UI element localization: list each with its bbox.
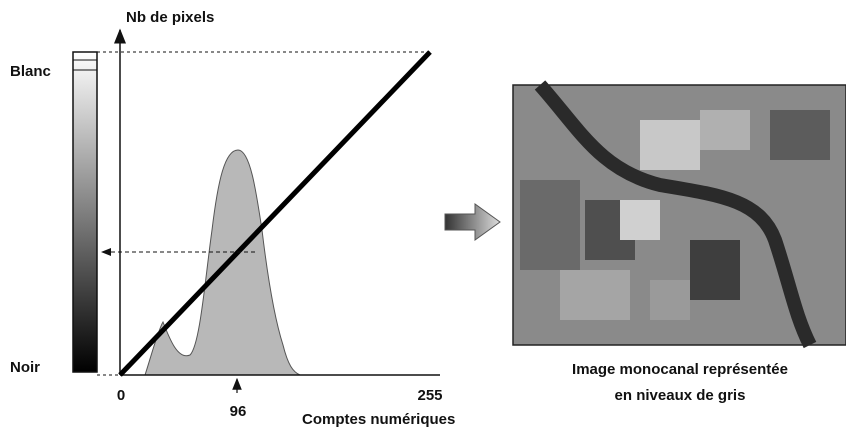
y-axis-label: Nb de pixels bbox=[126, 9, 214, 26]
x-tick-label: 96 bbox=[230, 403, 247, 420]
diagram: Blanc Noir Nb de pixels 0 96 255 Comptes… bbox=[0, 0, 846, 430]
x-axis-label: Comptes numériques bbox=[302, 411, 455, 428]
gray-scale-bar bbox=[73, 52, 97, 372]
scale-bottom-label: Noir bbox=[10, 359, 40, 376]
caption-line: Image monocanal représentée bbox=[572, 361, 788, 378]
caption-line: en niveaux de gris bbox=[615, 387, 746, 404]
big-arrow bbox=[445, 204, 500, 240]
grayscale-image bbox=[513, 85, 846, 345]
x-tick-label: 0 bbox=[117, 387, 125, 404]
scale-top-label: Blanc bbox=[10, 63, 51, 80]
x-tick-label: 255 bbox=[417, 387, 442, 404]
histogram bbox=[145, 150, 300, 375]
